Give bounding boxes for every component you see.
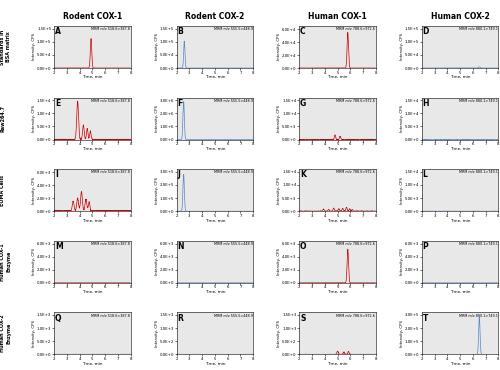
Text: J: J xyxy=(178,170,180,179)
X-axis label: Time, min: Time, min xyxy=(82,147,102,151)
Y-axis label: Intensity, CPS: Intensity, CPS xyxy=(400,320,404,347)
Y-axis label: Intensity, CPS: Intensity, CPS xyxy=(400,33,404,60)
X-axis label: Time, min: Time, min xyxy=(328,219,348,223)
Text: Human COX-1: Human COX-1 xyxy=(308,12,367,21)
X-axis label: Time, min: Time, min xyxy=(450,147,470,151)
Text: Standards in
BSA matrix: Standards in BSA matrix xyxy=(0,29,12,65)
Text: Raw264.7: Raw264.7 xyxy=(0,105,5,132)
X-axis label: Time, min: Time, min xyxy=(82,290,102,294)
Text: B: B xyxy=(178,27,183,36)
Y-axis label: Intensity, CPS: Intensity, CPS xyxy=(32,177,36,204)
X-axis label: Time, min: Time, min xyxy=(82,362,102,366)
Y-axis label: Intensity, CPS: Intensity, CPS xyxy=(155,320,159,347)
X-axis label: Time, min: Time, min xyxy=(450,290,470,294)
Text: MRM m/z 880.1>749.1: MRM m/z 880.1>749.1 xyxy=(459,99,498,103)
Text: I: I xyxy=(55,170,58,179)
X-axis label: Time, min: Time, min xyxy=(450,75,470,79)
Text: MRM m/z 518.6>387.8: MRM m/z 518.6>387.8 xyxy=(91,242,130,246)
Y-axis label: Intensity, CPS: Intensity, CPS xyxy=(32,105,36,132)
Text: Human COX-2: Human COX-2 xyxy=(431,12,490,21)
Text: H: H xyxy=(422,99,429,108)
Text: MRM m/z 788.6>972.6: MRM m/z 788.6>972.6 xyxy=(336,170,375,174)
Y-axis label: Intensity, CPS: Intensity, CPS xyxy=(155,105,159,132)
Text: MRM m/z 788.6>972.6: MRM m/z 788.6>972.6 xyxy=(336,242,375,246)
X-axis label: Time, min: Time, min xyxy=(450,362,470,366)
Y-axis label: Intensity, CPS: Intensity, CPS xyxy=(278,177,281,204)
Y-axis label: Intensity, CPS: Intensity, CPS xyxy=(278,248,281,275)
X-axis label: Time, min: Time, min xyxy=(450,219,470,223)
Text: F: F xyxy=(178,99,182,108)
Y-axis label: Intensity, CPS: Intensity, CPS xyxy=(32,33,36,60)
Text: MRM m/z 880.1>749.1: MRM m/z 880.1>749.1 xyxy=(459,314,498,317)
Text: P: P xyxy=(422,242,428,251)
X-axis label: Time, min: Time, min xyxy=(82,75,102,79)
X-axis label: Time, min: Time, min xyxy=(204,147,225,151)
Text: D: D xyxy=(422,27,429,36)
X-axis label: Time, min: Time, min xyxy=(328,75,348,79)
Text: MRM m/z 788.6>972.6: MRM m/z 788.6>972.6 xyxy=(336,27,375,31)
Text: Human COX-1
Enzyme: Human COX-1 Enzyme xyxy=(0,243,12,280)
X-axis label: Time, min: Time, min xyxy=(328,147,348,151)
Y-axis label: Intensity, CPS: Intensity, CPS xyxy=(155,177,159,204)
Text: MRM m/z 880.1>749.1: MRM m/z 880.1>749.1 xyxy=(459,27,498,31)
Text: MRM m/z 518.6>387.8: MRM m/z 518.6>387.8 xyxy=(91,99,130,103)
Text: R: R xyxy=(178,314,184,323)
Text: MRM m/z 518.6>387.8: MRM m/z 518.6>387.8 xyxy=(91,170,130,174)
X-axis label: Time, min: Time, min xyxy=(204,75,225,79)
Y-axis label: Intensity, CPS: Intensity, CPS xyxy=(400,105,404,132)
X-axis label: Time, min: Time, min xyxy=(204,362,225,366)
Text: O: O xyxy=(300,242,306,251)
Text: MRM m/z 555.5>448.9: MRM m/z 555.5>448.9 xyxy=(214,314,252,317)
Text: G: G xyxy=(300,99,306,108)
Text: MRM m/z 518.6>387.8: MRM m/z 518.6>387.8 xyxy=(91,314,130,317)
Text: Rodent COX-1: Rodent COX-1 xyxy=(62,12,122,21)
Text: MRM m/z 880.1>749.1: MRM m/z 880.1>749.1 xyxy=(459,170,498,174)
Y-axis label: Intensity, CPS: Intensity, CPS xyxy=(155,33,159,60)
Text: MRM m/z 555.5>448.9: MRM m/z 555.5>448.9 xyxy=(214,170,252,174)
Text: MRM m/z 555.5>448.9: MRM m/z 555.5>448.9 xyxy=(214,99,252,103)
Text: N: N xyxy=(178,242,184,251)
Text: Rodent COX-2: Rodent COX-2 xyxy=(186,12,244,21)
Text: EOMA Cells: EOMA Cells xyxy=(0,175,5,206)
Y-axis label: Intensity, CPS: Intensity, CPS xyxy=(278,320,281,347)
Text: MRM m/z 555.5>448.9: MRM m/z 555.5>448.9 xyxy=(214,27,252,31)
Text: T: T xyxy=(422,314,428,323)
Y-axis label: Intensity, CPS: Intensity, CPS xyxy=(155,248,159,275)
Text: E: E xyxy=(55,99,60,108)
Text: C: C xyxy=(300,27,306,36)
Text: L: L xyxy=(422,170,428,179)
X-axis label: Time, min: Time, min xyxy=(82,219,102,223)
X-axis label: Time, min: Time, min xyxy=(328,290,348,294)
Text: MRM m/z 555.5>448.9: MRM m/z 555.5>448.9 xyxy=(214,242,252,246)
Y-axis label: Intensity, CPS: Intensity, CPS xyxy=(32,320,36,347)
Y-axis label: Intensity, CPS: Intensity, CPS xyxy=(400,248,404,275)
Text: Q: Q xyxy=(55,314,62,323)
X-axis label: Time, min: Time, min xyxy=(328,362,348,366)
Y-axis label: Intensity, CPS: Intensity, CPS xyxy=(278,105,281,132)
Text: MRM m/z 788.6>972.6: MRM m/z 788.6>972.6 xyxy=(336,314,375,317)
X-axis label: Time, min: Time, min xyxy=(204,219,225,223)
X-axis label: Time, min: Time, min xyxy=(204,290,225,294)
Text: Human COX-2
Enzyme: Human COX-2 Enzyme xyxy=(0,314,12,352)
Text: S: S xyxy=(300,314,306,323)
Text: MRM m/z 518.6>387.8: MRM m/z 518.6>387.8 xyxy=(91,27,130,31)
Y-axis label: Intensity, CPS: Intensity, CPS xyxy=(32,248,36,275)
Text: MRM m/z 880.1>749.1: MRM m/z 880.1>749.1 xyxy=(459,242,498,246)
Text: A: A xyxy=(55,27,60,36)
Text: K: K xyxy=(300,170,306,179)
Text: MRM m/z 788.6>972.6: MRM m/z 788.6>972.6 xyxy=(336,99,375,103)
Y-axis label: Intensity, CPS: Intensity, CPS xyxy=(278,33,281,60)
Text: M: M xyxy=(55,242,62,251)
Y-axis label: Intensity, CPS: Intensity, CPS xyxy=(400,177,404,204)
